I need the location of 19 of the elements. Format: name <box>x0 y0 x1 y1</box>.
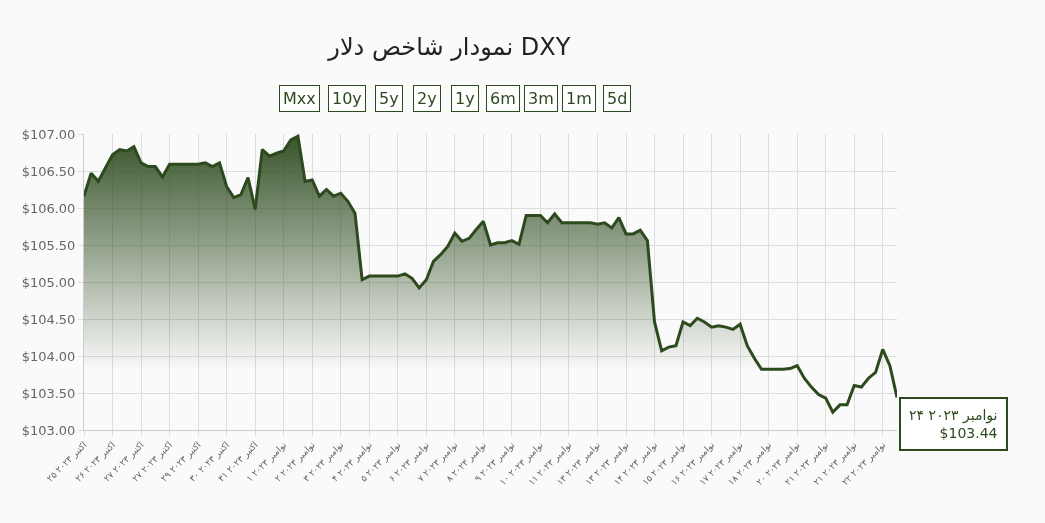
text: 10y <box>332 89 362 108</box>
y-tick-label: $103.00 <box>21 422 76 438</box>
y-tick-label: $104.00 <box>21 348 76 364</box>
text: 6m <box>490 89 516 108</box>
text: Mxx <box>283 89 316 108</box>
y-tick-label: $106.00 <box>21 200 76 216</box>
y-tick-label: $106.50 <box>21 163 76 179</box>
y-tick-label: $105.00 <box>21 274 76 290</box>
y-tick-label: $103.50 <box>21 385 76 401</box>
y-tick-label: $107.00 <box>21 126 76 142</box>
y-tick-label: $105.50 <box>21 237 76 253</box>
y-tick-label: $104.50 <box>21 311 76 327</box>
text: 5y <box>379 89 399 108</box>
text: 1y <box>455 89 475 108</box>
text: 1m <box>566 89 592 108</box>
chart-title: نمودار شاخص دلار DXY <box>327 33 571 62</box>
text: 2y <box>417 89 437 108</box>
text: 5d <box>607 89 628 108</box>
text: 3m <box>528 89 554 108</box>
